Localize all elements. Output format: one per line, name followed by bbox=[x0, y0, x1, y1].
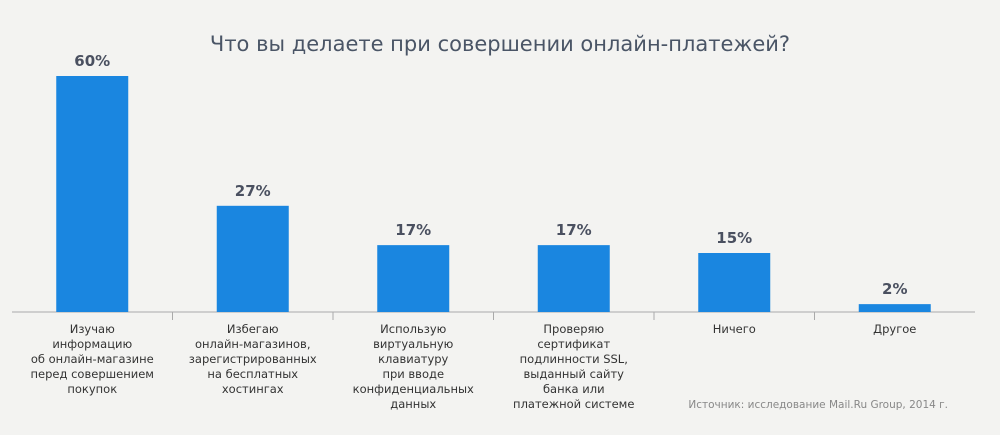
value-label: 27% bbox=[235, 182, 271, 200]
bar bbox=[216, 205, 289, 312]
value-label: 2% bbox=[882, 280, 907, 298]
value-label: 17% bbox=[395, 221, 431, 239]
x-tick-label: Другое bbox=[873, 322, 917, 336]
value-label: 60% bbox=[74, 52, 110, 70]
source-note: Источник: исследование Mail.Ru Group, 20… bbox=[688, 399, 948, 411]
bar bbox=[56, 76, 129, 312]
value-label: 15% bbox=[716, 229, 752, 247]
value-label: 17% bbox=[556, 221, 592, 239]
bar bbox=[537, 245, 610, 312]
chart-title: Что вы делаете при совершении онлайн-пла… bbox=[209, 32, 791, 56]
x-tick-label: Проверяю сертификат подлинности SSL, выд… bbox=[513, 322, 635, 411]
bar bbox=[858, 304, 931, 312]
x-tick-label: Ничего bbox=[712, 322, 756, 336]
bar bbox=[698, 253, 771, 312]
x-tick-label: Изучаю информацию об онлайн-магазине пер… bbox=[30, 322, 154, 396]
bar bbox=[377, 245, 450, 312]
x-tick-label: Использую виртуальную клавиатуру при вво… bbox=[352, 322, 474, 411]
x-tick-label: Избегаю онлайн-магазинов, зарегистрирова… bbox=[188, 322, 317, 396]
